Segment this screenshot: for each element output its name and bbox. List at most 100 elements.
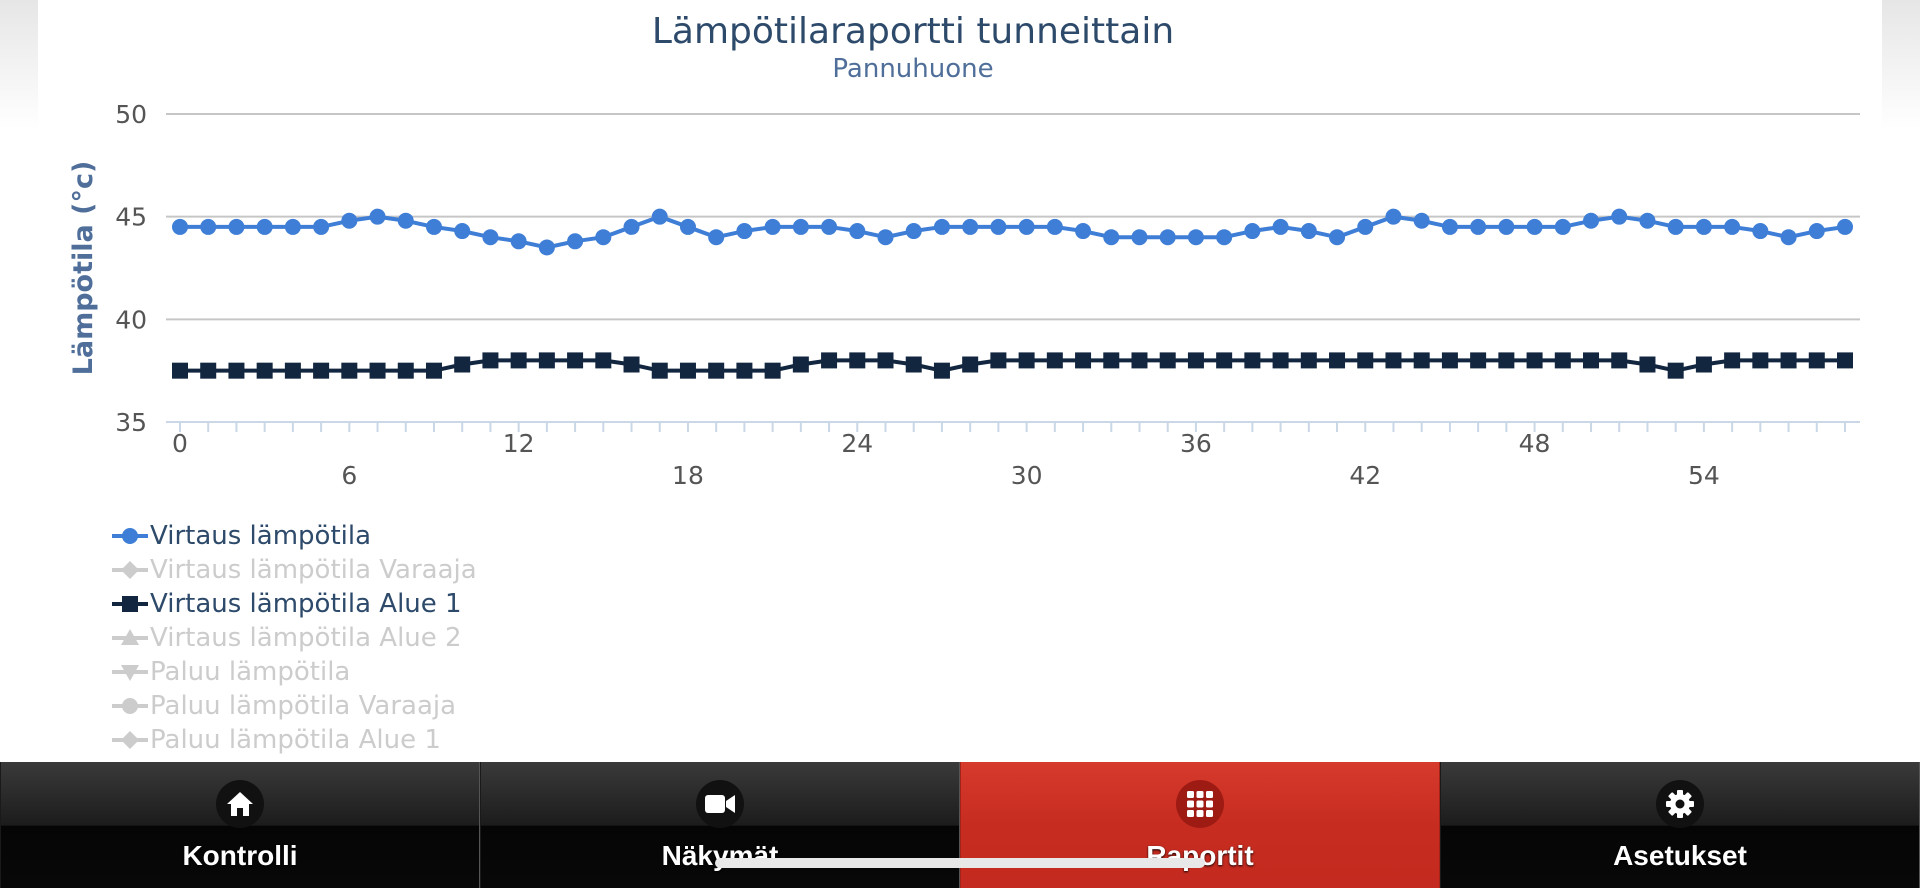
data-point bbox=[284, 362, 301, 379]
legend-symbol bbox=[112, 665, 148, 681]
tab-label: Kontrolli bbox=[182, 840, 298, 871]
data-point bbox=[200, 362, 217, 379]
legend-symbol bbox=[112, 596, 148, 612]
home-indicator bbox=[715, 858, 1205, 868]
data-point bbox=[1441, 218, 1458, 235]
x-tick-label: 12 bbox=[503, 429, 535, 458]
data-point bbox=[510, 233, 527, 250]
data-point bbox=[1075, 223, 1092, 240]
data-point bbox=[1470, 352, 1487, 369]
data-point bbox=[764, 362, 781, 379]
data-point bbox=[1470, 218, 1487, 235]
y-tick-label: 35 bbox=[115, 408, 147, 437]
data-point bbox=[1103, 229, 1120, 246]
data-point bbox=[1808, 352, 1825, 369]
legend-symbol bbox=[112, 629, 148, 645]
data-point bbox=[905, 223, 922, 240]
data-point bbox=[962, 218, 979, 235]
legend-item[interactable]: Paluu lämpötila Alue 1 bbox=[110, 723, 477, 757]
data-point bbox=[510, 352, 527, 369]
legend-symbol bbox=[112, 528, 148, 544]
data-point bbox=[623, 218, 640, 235]
chart-title: Lämpötilaraportti tunneittain bbox=[652, 11, 1174, 52]
data-point bbox=[736, 362, 753, 379]
data-point bbox=[425, 362, 442, 379]
data-point bbox=[792, 356, 809, 373]
data-point bbox=[990, 218, 1007, 235]
legend-item[interactable]: Virtaus lämpötila Alue 1 bbox=[110, 587, 477, 621]
data-point bbox=[1695, 356, 1712, 373]
data-point bbox=[1583, 352, 1600, 369]
data-point bbox=[1837, 352, 1853, 369]
data-point bbox=[1441, 352, 1458, 369]
data-point bbox=[1046, 352, 1063, 369]
data-point bbox=[1131, 352, 1148, 369]
legend-item[interactable]: Virtaus lämpötila Varaaja bbox=[110, 553, 477, 587]
data-point bbox=[651, 208, 668, 225]
data-point bbox=[1272, 352, 1289, 369]
legend-item[interactable]: Paluu lämpötila Varaaja bbox=[110, 689, 477, 723]
temperature-chart: Lämpötilaraportti tunneittain Pannuhuone… bbox=[68, 11, 1860, 490]
data-point bbox=[1611, 352, 1628, 369]
tab-raportit[interactable]: Raportit bbox=[960, 762, 1440, 888]
data-point bbox=[708, 362, 725, 379]
x-tick-label: 18 bbox=[672, 461, 704, 490]
data-point bbox=[1300, 352, 1317, 369]
y-axis-title: Lämpötila (°c) bbox=[68, 161, 99, 376]
data-point bbox=[1526, 218, 1543, 235]
x-tick-label: 54 bbox=[1688, 461, 1720, 490]
data-point bbox=[1244, 223, 1261, 240]
data-point bbox=[1413, 352, 1430, 369]
y-tick-label: 50 bbox=[115, 100, 147, 129]
data-point bbox=[623, 356, 640, 373]
data-point bbox=[369, 208, 386, 225]
data-point bbox=[1554, 218, 1571, 235]
data-point bbox=[1131, 229, 1148, 246]
chart-legend: Virtaus lämpötila Virtaus lämpötila Varaa… bbox=[110, 519, 477, 757]
data-point bbox=[736, 223, 753, 240]
data-point bbox=[1018, 352, 1035, 369]
data-point bbox=[200, 218, 217, 235]
data-point bbox=[1272, 218, 1289, 235]
legend-item[interactable]: Paluu lämpötila bbox=[110, 655, 477, 689]
data-point bbox=[1075, 352, 1092, 369]
data-point bbox=[595, 229, 612, 246]
data-point bbox=[1216, 229, 1233, 246]
data-point bbox=[1780, 352, 1797, 369]
data-point bbox=[1780, 229, 1797, 246]
data-point bbox=[172, 218, 188, 235]
data-point bbox=[172, 362, 188, 379]
data-point bbox=[567, 352, 584, 369]
data-point bbox=[567, 233, 584, 250]
data-point bbox=[1103, 352, 1120, 369]
legend-symbol bbox=[112, 698, 148, 714]
legend-item[interactable]: Virtaus lämpötila bbox=[110, 519, 477, 553]
data-point bbox=[1554, 352, 1571, 369]
data-point bbox=[256, 362, 273, 379]
data-point bbox=[1329, 229, 1346, 246]
tab-kontrolli[interactable]: Kontrolli bbox=[0, 762, 480, 888]
data-point bbox=[877, 229, 894, 246]
tab-label: Asetukset bbox=[1613, 840, 1747, 871]
data-point bbox=[679, 218, 696, 235]
data-point bbox=[792, 218, 809, 235]
data-point bbox=[1498, 352, 1515, 369]
data-point bbox=[397, 362, 414, 379]
data-point bbox=[1159, 229, 1176, 246]
data-point bbox=[1018, 218, 1035, 235]
data-point bbox=[425, 218, 442, 235]
data-point bbox=[482, 352, 499, 369]
data-point bbox=[313, 218, 330, 235]
x-tick-label: 36 bbox=[1180, 429, 1212, 458]
data-point bbox=[849, 352, 866, 369]
legend-label: Virtaus lämpötila Varaaja bbox=[150, 555, 477, 585]
legend-item[interactable]: Virtaus lämpötila Alue 2 bbox=[110, 621, 477, 655]
tab-asetukset[interactable]: Asetukset bbox=[1440, 762, 1920, 888]
data-point bbox=[1724, 218, 1741, 235]
data-point bbox=[1498, 218, 1515, 235]
data-point bbox=[905, 356, 922, 373]
tab-nakymat[interactable]: Näkymät bbox=[480, 762, 960, 888]
x-tick-label: 42 bbox=[1349, 461, 1381, 490]
data-point bbox=[877, 352, 894, 369]
x-tick-label: 24 bbox=[841, 429, 873, 458]
